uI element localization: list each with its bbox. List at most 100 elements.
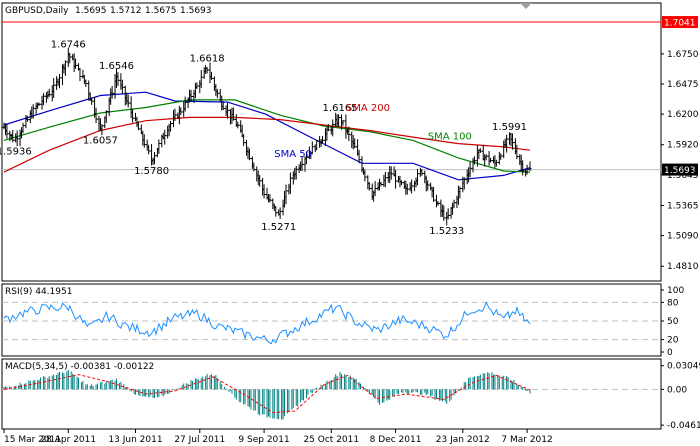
- ohlc-bar: [432, 187, 436, 202]
- ohlc-bars: [2, 47, 532, 226]
- ohlc-bar: [304, 151, 308, 165]
- price-y-tick-label: 1.4810: [667, 262, 699, 272]
- ohlc-bar: [410, 179, 414, 194]
- header-low: 1.5675: [145, 6, 177, 16]
- price-annotation: 1.5780: [134, 166, 169, 177]
- ohlc-bar: [74, 58, 78, 69]
- ohlc-bar: [31, 104, 35, 119]
- ohlc-bar: [126, 94, 130, 108]
- ohlc-bar: [94, 107, 98, 124]
- ohlc-bar: [78, 67, 82, 82]
- ohlc-bar: [199, 70, 203, 88]
- x-tick-label: 15 Mar 2011: [4, 435, 61, 445]
- macd-panel-frame: [1, 358, 662, 430]
- ohlc-bar: [52, 78, 56, 99]
- ohlc-bar: [446, 208, 450, 220]
- x-tick-label: 25 Oct 2011: [303, 435, 359, 445]
- ohlc-bar: [179, 107, 183, 116]
- ohlc-bar: [173, 108, 177, 122]
- sma-50-line: [3, 91, 531, 181]
- ohlc-bar: [247, 148, 251, 161]
- rsi-y-tick-label: 50: [667, 317, 679, 327]
- ohlc-bar: [357, 149, 361, 164]
- ohlc-bar: [226, 102, 230, 119]
- ohlc-bar: [300, 156, 304, 172]
- ohlc-bar: [373, 181, 377, 197]
- price-y-tick-label: 1.5365: [667, 201, 699, 211]
- ohlc-bar: [331, 119, 335, 137]
- ohlc-bar: [521, 160, 525, 176]
- price-y-tick-label: 1.6750: [667, 50, 699, 60]
- rsi-y-tick-label: 0: [667, 348, 673, 358]
- price-annotation: 1.5936: [0, 146, 32, 157]
- ohlc-bar: [37, 102, 41, 106]
- rsi-panel[interactable]: 100 80 50 20 0 RSI(9) 44.1951: [1, 283, 684, 358]
- ohlc-bar: [499, 153, 503, 160]
- x-tick-label: 8 Dec 2011: [370, 435, 422, 445]
- ohlc-bar: [515, 144, 519, 160]
- price-annotation: 1.5991: [492, 122, 527, 133]
- ohlc-bar: [21, 122, 25, 134]
- price-annotation: 1.6618: [190, 53, 225, 64]
- x-tick-label: 13 Jun 2011: [108, 435, 162, 445]
- ohlc-bar: [252, 162, 256, 172]
- header-high: 1.5712: [110, 6, 142, 16]
- macd-panel[interactable]: 0.03049 0.00 -0.04618 MACD(5,34,5) -0.0038…: [1, 358, 700, 431]
- ohlc-bar: [337, 114, 341, 127]
- ohlc-bar: [195, 82, 199, 89]
- x-tick-label: 28 Apr 2011: [40, 435, 96, 445]
- macd-y-tick-label: 0.03049: [667, 362, 700, 372]
- price-level-label: 1.5693: [664, 166, 696, 176]
- ohlc-bar: [183, 96, 187, 112]
- price-level-tag: [662, 163, 698, 176]
- sma-100-label: SMA 100: [428, 131, 472, 142]
- ohlc-bar: [462, 177, 466, 190]
- ohlc-bar: [420, 169, 424, 176]
- ohlc-bar: [347, 126, 351, 142]
- ohlc-bar: [315, 139, 319, 151]
- ohlc-bar: [90, 98, 94, 105]
- price-y-tick-label: 1.6475: [667, 80, 699, 90]
- ohlc-bar: [15, 130, 19, 147]
- ohlc-bar: [100, 124, 104, 136]
- header-open: 1.5695: [75, 6, 107, 16]
- sma-100-line: [3, 99, 531, 173]
- ohlc-bar: [458, 186, 462, 199]
- sma-200-label: SMA 200: [346, 103, 390, 114]
- ohlc-bar: [294, 165, 298, 180]
- ohlc-bar: [310, 141, 314, 155]
- ohlc-bar: [442, 205, 446, 221]
- ohlc-bar: [494, 159, 498, 167]
- macd-y-tick-label: -0.04618: [667, 421, 700, 431]
- ohlc-bar: [205, 66, 209, 74]
- price-annotation: 1.6165: [323, 103, 358, 114]
- price-y-tick-label: 1.6200: [667, 110, 699, 120]
- ohlc-bar: [528, 161, 532, 171]
- ohlc-bar: [321, 135, 325, 144]
- macd-title: MACD(5,34,5) -0.00381 -0.00122: [5, 362, 154, 372]
- ohlc-bar: [47, 88, 51, 97]
- ohlc-bar: [436, 201, 440, 206]
- ohlc-bar: [452, 199, 456, 209]
- price-annotations: 1.6746 1.6546 1.5936 1.6057 1.6618 1.5780 1.61…: [0, 39, 527, 237]
- ohlc-bar: [288, 172, 292, 194]
- ohlc-bar: [242, 134, 246, 146]
- shift-marker-icon[interactable]: [520, 3, 532, 9]
- ohlc-bar: [383, 171, 387, 188]
- macd-signal-line: [3, 374, 531, 414]
- price-annotation: 1.6746: [51, 39, 86, 50]
- ohlc-bar: [258, 174, 262, 187]
- ohlc-bar: [209, 71, 213, 80]
- price-annotation: 1.6057: [83, 136, 118, 147]
- ohlc-bar: [5, 123, 9, 139]
- ohlc-bar: [326, 124, 330, 132]
- header-close: 1.5693: [180, 6, 212, 16]
- ohlc-bar: [157, 139, 161, 154]
- ohlc-bar: [505, 134, 509, 153]
- price-horizontal-lines: 1.7041 1.5693: [2, 16, 698, 176]
- price-annotation: 1.5233: [429, 226, 464, 237]
- ohlc-bar: [468, 161, 472, 178]
- ohlc-bar: [104, 110, 108, 123]
